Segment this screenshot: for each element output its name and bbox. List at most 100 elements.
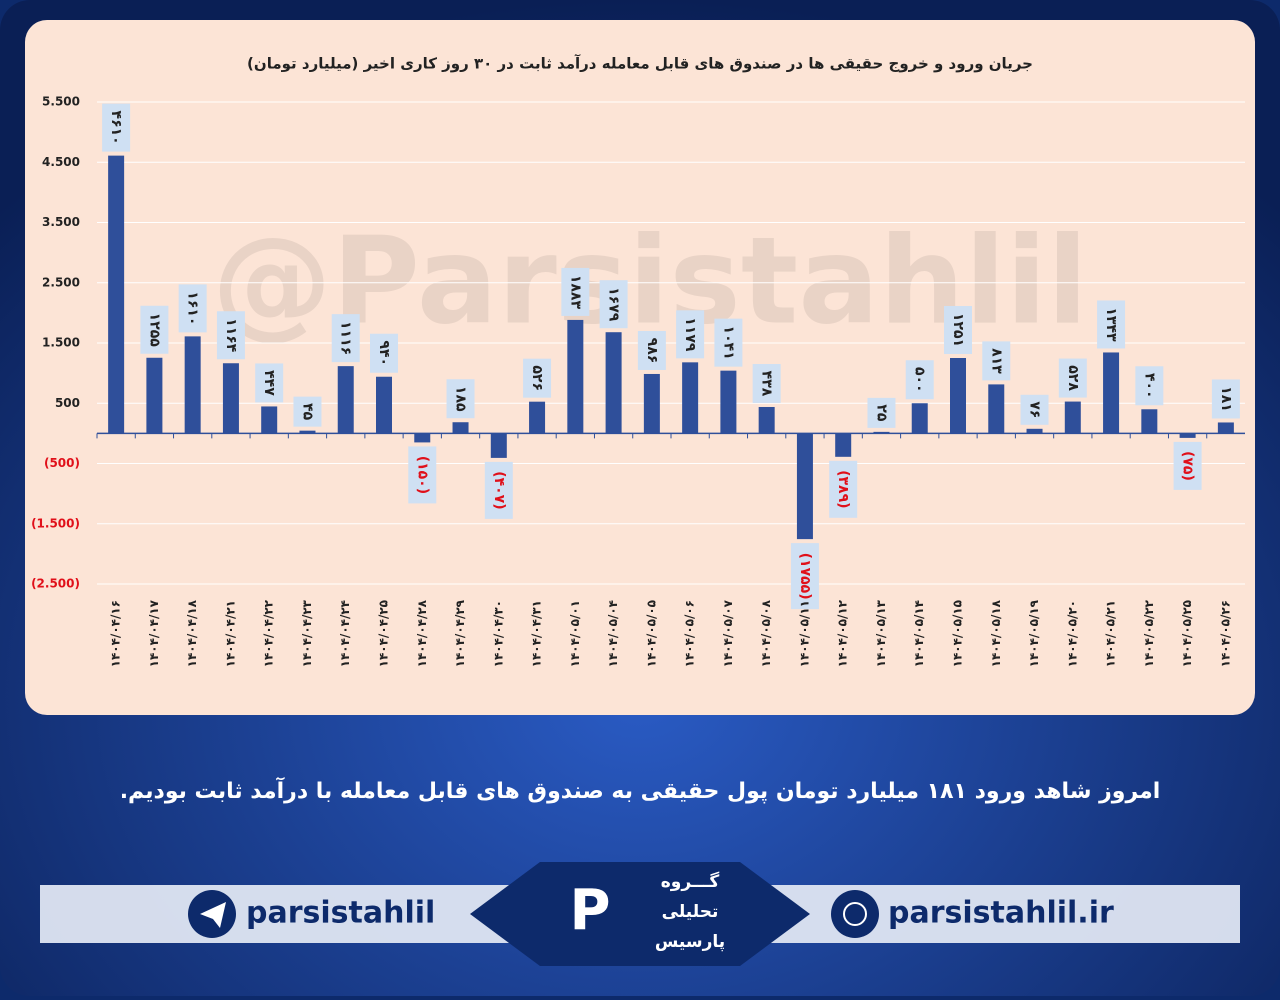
value-label-box <box>676 310 705 359</box>
x-tick-label: ۱۴۰۴/۰۵/۰۶ <box>683 600 697 667</box>
caption: امروز شاهد ورود ۱۸۱ میلیارد تومان پول حق… <box>120 776 1161 804</box>
bar <box>1217 422 1234 434</box>
value-label-box <box>1211 379 1240 419</box>
value-label: ۱۲۵۵ <box>146 313 162 348</box>
value-label-box <box>178 284 207 333</box>
bar <box>605 332 622 434</box>
x-tick-label: ۱۴۰۴/۰۵/۱۸ <box>989 599 1003 667</box>
value-label: ۱۱۷۹ <box>682 317 698 352</box>
y-tick-label: 4.500 <box>42 155 80 169</box>
value-label: ۱۱۶۴ <box>223 318 239 353</box>
bar <box>796 433 813 540</box>
bar <box>108 155 125 434</box>
value-label: (۱۵۰) <box>414 456 430 494</box>
x-tick-label: ۱۴۰۴/۰۴/۱۷ <box>147 599 161 667</box>
y-tick-label: (2.500) <box>31 577 80 591</box>
y-tick-label: 3.500 <box>42 215 80 229</box>
plot: 5.500 4.500 3.500 2.500 1.500 500 (500) (1.500)… <box>31 95 1245 667</box>
value-label: (۱۷۵۵) <box>797 553 813 600</box>
value-label-box <box>102 103 131 152</box>
y-tick-label: 5.500 <box>42 95 80 109</box>
bar <box>376 376 392 434</box>
value-label-box <box>140 305 169 354</box>
value-label-box <box>293 396 322 427</box>
y-tick-label: (500) <box>44 456 80 470</box>
value-label: ۱۸۱ <box>1218 386 1234 412</box>
x-tick-label: ۱۴۰۴/۰۵/۰۱ <box>568 600 582 667</box>
x-tick-label: ۱۴۰۴/۰۴/۲۲ <box>262 599 276 667</box>
x-tick-label: ۱۴۰۴/۰۵/۰۸ <box>759 599 773 667</box>
logo-line: گـــروه <box>661 871 720 892</box>
value-label-box <box>446 379 475 419</box>
x-tick-label: ۱۴۰۴/۰۵/۱۵ <box>951 600 965 667</box>
value-label-box <box>331 314 360 363</box>
bar <box>682 362 699 434</box>
bar <box>529 401 546 434</box>
value-label-box <box>370 333 398 373</box>
value-label: (۷۵) <box>1180 451 1196 481</box>
value-label: ۱۰۴۱ <box>720 326 736 360</box>
value-label: (۴۰۷) <box>491 471 507 509</box>
x-tick-label: ۱۴۰۴/۰۴/۱۶ <box>109 600 123 667</box>
value-label-box <box>714 318 743 367</box>
x-tick-label: ۱۴۰۴/۰۵/۱۹ <box>1027 599 1041 667</box>
x-tick-label: ۱۴۰۴/۰۵/۰۷ <box>721 599 735 667</box>
value-label-box <box>1097 300 1126 349</box>
bar <box>567 319 584 434</box>
x-tick-label: ۱۴۰۴/۰۵/۱۲ <box>836 599 850 667</box>
telegram-glyph <box>200 902 226 928</box>
value-label: ۸۱۳ <box>988 348 1004 374</box>
value-label-box <box>829 460 858 518</box>
value-label: ۱۱۱۶ <box>338 321 354 355</box>
x-tick-label: ۱۴۰۴/۰۵/۲۵ <box>1180 600 1194 667</box>
value-label: (۳۸۹) <box>835 470 851 508</box>
value-label: ۲۵ <box>873 404 889 422</box>
value-label-box <box>982 341 1011 381</box>
logo-line: تحلیلی <box>662 902 719 922</box>
x-tick-label: ۱۴۰۴/۰۴/۲۳ <box>300 599 314 667</box>
value-label: ۱۳۴۳ <box>1103 307 1119 342</box>
bar <box>337 366 354 434</box>
x-tick-label: ۱۴۰۴/۰۵/۰۴ <box>606 600 620 667</box>
bar <box>261 406 278 434</box>
x-tick-label: ۱۴۰۴/۰۴/۲۱ <box>223 600 237 667</box>
bar <box>414 433 431 443</box>
bar <box>1026 428 1043 434</box>
x-tick-label: ۱۴۰۴/۰۴/۳۱ <box>530 600 544 667</box>
value-label: ۴۴۷ <box>261 370 277 396</box>
bar <box>873 431 890 434</box>
value-label-box <box>905 360 934 400</box>
telegram-handle: parsistahlil <box>246 896 435 931</box>
x-tick-label: ۱۴۰۴/۰۴/۲۵ <box>377 600 391 667</box>
value-label-box <box>523 358 552 398</box>
bar <box>299 430 316 434</box>
value-label: ۱۶۱۰ <box>185 291 201 325</box>
bar <box>911 403 928 434</box>
value-label: ۷۶ <box>1027 401 1043 418</box>
value-label: ۹۸۶ <box>644 338 660 364</box>
x-tick-label: ۱۴۰۴/۰۵/۰۵ <box>644 600 658 667</box>
logo-line: پارسیس <box>655 932 725 952</box>
bar <box>1064 401 1081 434</box>
value-label: ۹۴۰ <box>376 340 392 366</box>
bar <box>720 370 737 434</box>
value-label: ۵۰۰ <box>912 367 928 393</box>
value-label-box <box>255 363 284 403</box>
x-tick-label: ۱۴۰۴/۰۴/۲۹ <box>453 599 467 667</box>
value-label: ۵۲۸ <box>1065 365 1081 391</box>
value-label-box <box>484 461 513 519</box>
value-label-box <box>1135 366 1164 406</box>
value-label-box <box>1020 394 1049 425</box>
x-tick-label: ۱۴۰۴/۰۴/۲۴ <box>338 600 352 667</box>
x-tick-label: ۱۴۰۴/۰۵/۱۴ <box>912 600 926 667</box>
x-tick-label: ۱۴۰۴/۰۵/۱۳ <box>874 599 888 667</box>
value-label: ۴۵ <box>299 403 315 421</box>
value-label-box <box>1173 441 1202 490</box>
y-tick-label: 500 <box>55 396 80 410</box>
bar <box>146 357 163 434</box>
y-tick-label: 1.500 <box>42 336 80 350</box>
value-label-box <box>216 311 245 360</box>
value-label-box <box>1058 358 1087 398</box>
logo-plate <box>470 862 810 966</box>
